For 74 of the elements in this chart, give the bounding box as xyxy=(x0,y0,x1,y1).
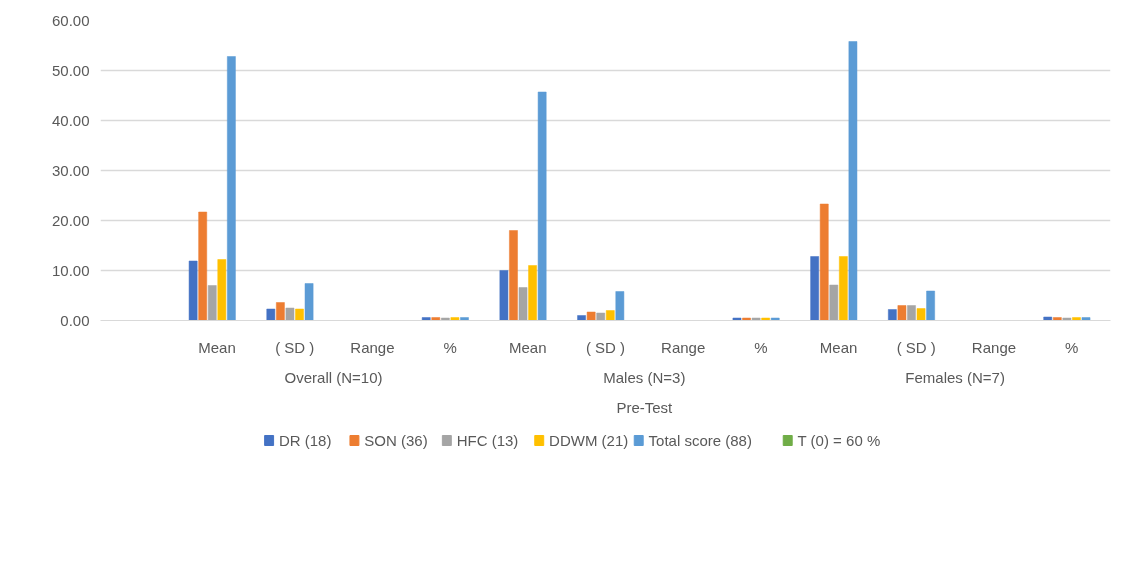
bar xyxy=(295,308,304,321)
bar xyxy=(1053,317,1062,321)
x-tick-label: Mean xyxy=(819,338,858,356)
x-tick-label: Mean xyxy=(198,338,236,356)
x-tick-label: % xyxy=(754,338,768,356)
bar xyxy=(198,211,208,321)
bar xyxy=(839,256,848,321)
bar xyxy=(761,317,770,321)
legend-label: DDWM (21) xyxy=(549,432,629,449)
text: Overall (N=10) xyxy=(284,368,383,386)
y-tick-label: 20.00 xyxy=(51,211,90,229)
bar xyxy=(605,310,615,321)
y-tick-label: 10.00 xyxy=(51,261,90,279)
legend-label: DR (18) xyxy=(278,432,332,449)
x-tick-label: Range xyxy=(661,338,706,356)
bar xyxy=(217,259,227,321)
bar xyxy=(431,317,441,321)
bar xyxy=(266,308,276,321)
legend-label: T (0) = 60 % xyxy=(797,432,881,449)
x-tick-label: ( SD ) xyxy=(585,338,626,356)
x-tick-label: Mean xyxy=(509,338,547,356)
bar xyxy=(304,283,314,321)
bar xyxy=(518,287,528,321)
y-tick-label: 30.00 xyxy=(51,161,90,179)
bar xyxy=(460,317,469,321)
bar xyxy=(586,311,596,321)
y-tick-label: 0.00 xyxy=(60,311,90,329)
bar xyxy=(848,41,858,321)
x-tick-label: ( SD ) xyxy=(896,338,936,356)
x-tick-label: Range xyxy=(971,338,1017,356)
x-tick-label: % xyxy=(1064,338,1079,356)
y-tick-label: 50.00 xyxy=(51,61,90,79)
bar xyxy=(732,317,742,321)
y-tick-label: 60.00 xyxy=(51,11,90,29)
bar xyxy=(227,56,236,321)
bar xyxy=(751,317,761,321)
legend-label: Total score (88) xyxy=(648,432,752,449)
bar xyxy=(907,305,916,321)
y-tick-label: 40.00 xyxy=(51,111,90,129)
bar xyxy=(810,256,819,321)
bar xyxy=(888,309,897,321)
bar xyxy=(509,230,518,321)
bar xyxy=(1043,316,1053,321)
bar xyxy=(897,305,907,321)
x-tick-label: ( SD ) xyxy=(275,338,315,356)
bar xyxy=(742,317,751,321)
bar xyxy=(421,317,431,321)
legend-label: HFC (13) xyxy=(456,432,519,449)
bar xyxy=(1081,317,1091,321)
text: Pre-Test xyxy=(616,398,674,416)
bar xyxy=(596,312,606,321)
bar xyxy=(188,260,198,321)
bar xyxy=(916,308,926,321)
bar xyxy=(276,302,285,321)
x-tick-label: % xyxy=(443,338,457,356)
bar xyxy=(819,203,829,321)
bar xyxy=(926,290,935,321)
bar xyxy=(1072,317,1081,321)
bar xyxy=(207,285,217,321)
text: Females (N=7) xyxy=(905,368,1005,386)
bar xyxy=(1062,317,1072,321)
bar xyxy=(499,270,509,321)
bar xyxy=(285,307,295,321)
bar xyxy=(770,317,780,321)
bar xyxy=(615,291,625,321)
bar xyxy=(577,315,586,321)
bar xyxy=(528,265,537,321)
x-tick-label: Range xyxy=(350,338,395,356)
bar xyxy=(441,317,450,321)
bar xyxy=(450,317,460,321)
bar xyxy=(537,91,547,321)
bar xyxy=(829,284,839,321)
legend-label: SON (36) xyxy=(364,432,428,449)
text: Males (N=3) xyxy=(603,368,686,386)
